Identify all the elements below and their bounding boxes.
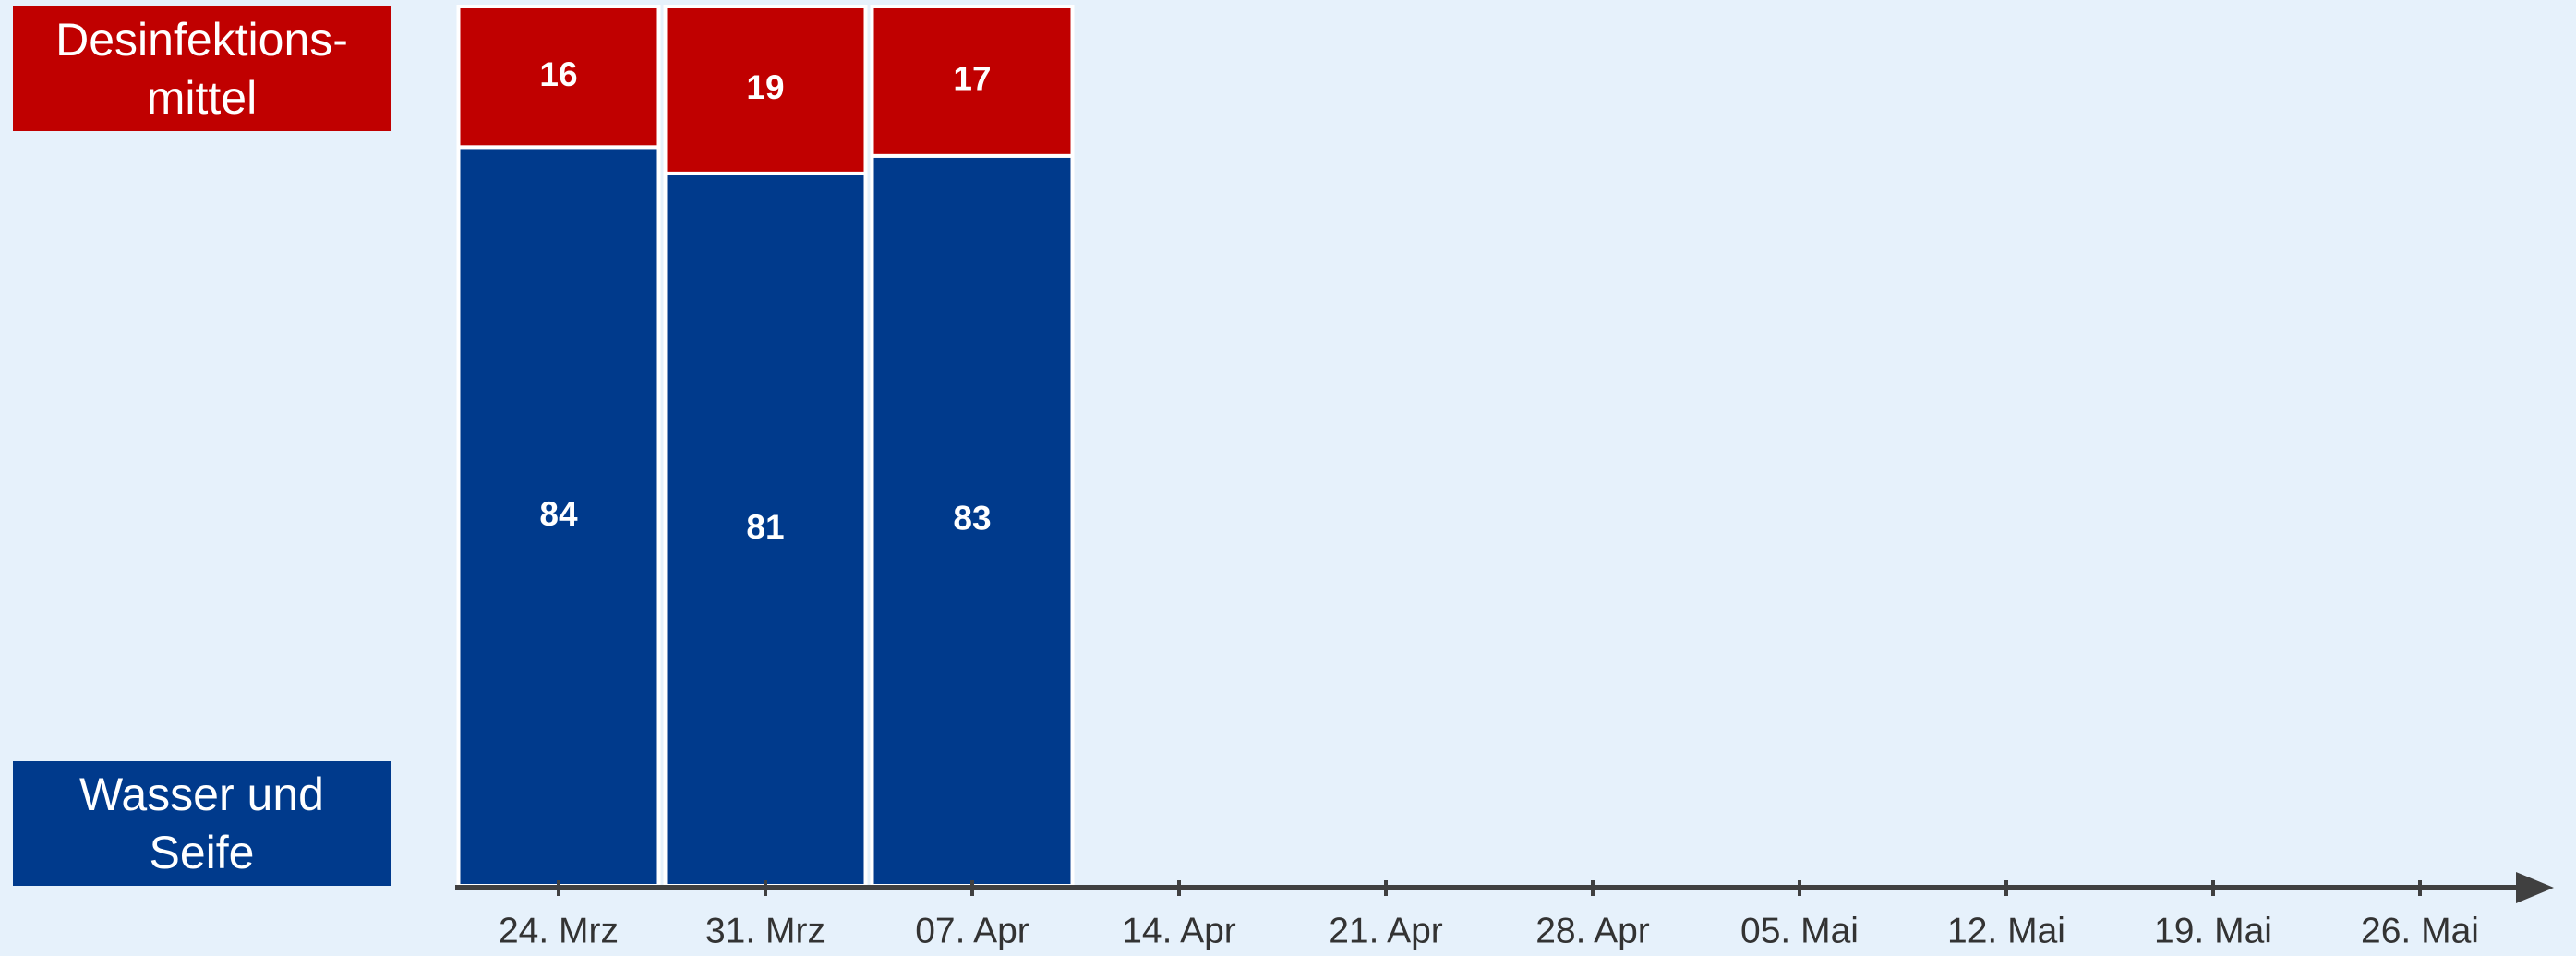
data-label: 83 <box>953 500 991 538</box>
bar-segment <box>870 5 1075 158</box>
data-label: 16 <box>539 55 577 93</box>
data-label: 19 <box>746 68 784 106</box>
legend-entry: Wasser und Seife <box>13 761 391 886</box>
bar-segment <box>870 153 1075 888</box>
x-tick-label: 28. Apr <box>1535 911 1650 950</box>
data-label: 84 <box>539 495 578 533</box>
bar-segment <box>456 145 661 888</box>
x-tick-label: 21. Apr <box>1329 911 1443 950</box>
axis-arrow <box>2516 872 2554 903</box>
x-tick-label: 19. Mai <box>2154 911 2272 950</box>
x-tick-label: 26. Mai <box>2361 911 2479 950</box>
x-tick-label: 05. Mai <box>1740 911 1859 950</box>
data-label: 17 <box>953 60 991 98</box>
data-label: 81 <box>746 508 784 546</box>
x-tick-label: 31. Mrz <box>705 911 825 950</box>
x-tick-label: 24. Mrz <box>499 911 619 950</box>
legend-entry: Desinfektions-mittel <box>13 6 391 131</box>
bar-segment <box>456 5 661 150</box>
x-tick-label: 12. Mai <box>1947 911 2065 950</box>
x-tick-label: 07. Apr <box>915 911 1029 950</box>
x-tick-label: 14. Apr <box>1122 911 1236 950</box>
bar-segment <box>663 5 868 175</box>
